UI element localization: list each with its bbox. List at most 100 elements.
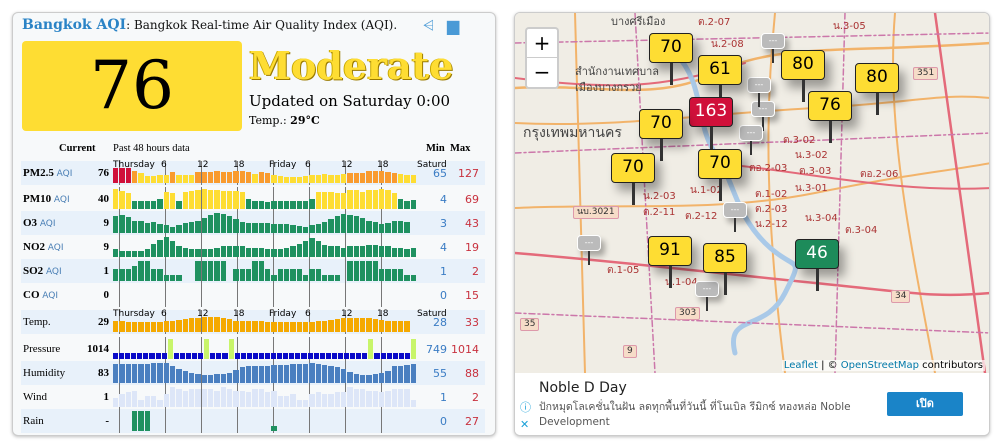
info-icon[interactable]: ⓘ bbox=[520, 401, 531, 414]
history-bar bbox=[227, 215, 233, 233]
hour-tick bbox=[309, 161, 310, 185]
hour-tick bbox=[345, 409, 346, 433]
history-bar bbox=[372, 190, 378, 209]
aqi-station-marker[interactable]: 70 bbox=[611, 153, 655, 205]
hour-tick bbox=[273, 235, 274, 259]
aqi-station-marker[interactable]: --- bbox=[739, 125, 763, 155]
history-bar bbox=[372, 170, 378, 183]
aqi-station-marker[interactable]: 163 bbox=[689, 97, 733, 149]
history-bar bbox=[391, 247, 397, 257]
aqi-station-marker[interactable]: --- bbox=[761, 33, 785, 63]
row-label: PM10 AQI bbox=[23, 193, 70, 207]
max-value: 15 bbox=[465, 289, 479, 302]
day-tick-label: Friday bbox=[269, 309, 297, 319]
close-icon[interactable]: ✕ bbox=[520, 418, 530, 431]
day-tick-label: 18 bbox=[377, 160, 389, 170]
history-bar bbox=[353, 215, 359, 233]
aqi-station-marker[interactable]: 61 bbox=[698, 55, 742, 107]
current-value: - bbox=[105, 415, 109, 427]
history-bar bbox=[404, 353, 410, 359]
osm-link[interactable]: OpenStreetMap bbox=[840, 360, 919, 371]
day-tick-label: Thursday bbox=[113, 309, 155, 319]
history-bar bbox=[258, 200, 264, 209]
history-bar bbox=[347, 387, 353, 407]
history-bar bbox=[322, 192, 328, 209]
history-bar bbox=[265, 353, 271, 359]
history-bar bbox=[201, 172, 207, 183]
history-bar bbox=[379, 268, 385, 281]
zoom-out-button[interactable]: − bbox=[533, 60, 551, 84]
history-bar bbox=[271, 248, 277, 257]
history-bar bbox=[296, 226, 302, 233]
current-value: 29 bbox=[98, 316, 109, 328]
aqi-station-marker[interactable]: --- bbox=[751, 101, 775, 131]
history-bar bbox=[208, 388, 214, 407]
aqi-station-marker[interactable]: --- bbox=[747, 77, 771, 107]
history-bar bbox=[325, 353, 331, 359]
history-bar bbox=[290, 394, 296, 407]
aqi-station-marker[interactable]: --- bbox=[723, 202, 747, 232]
history-bar bbox=[290, 200, 296, 209]
history-bar bbox=[201, 388, 207, 407]
aqi-station-marker[interactable]: 46 bbox=[795, 239, 839, 291]
history-bar bbox=[372, 221, 378, 233]
aqi-station-marker[interactable]: 91 bbox=[648, 236, 692, 288]
history-bar bbox=[214, 190, 220, 209]
min-value: 749 bbox=[426, 343, 447, 356]
history-bar bbox=[252, 222, 258, 233]
brand-link[interactable]: Bangkok AQI bbox=[22, 17, 127, 33]
history-bar bbox=[138, 261, 144, 281]
day-tick-label: 6 bbox=[305, 309, 311, 319]
current-value: 83 bbox=[98, 367, 109, 379]
history-bar bbox=[271, 353, 277, 359]
current-value: 0 bbox=[103, 289, 110, 301]
history-bar bbox=[258, 321, 264, 332]
history-bar bbox=[157, 175, 163, 183]
row-label: SO2 AQI bbox=[23, 265, 62, 279]
history-bar bbox=[353, 388, 359, 407]
aqi-station-marker[interactable]: 76 bbox=[808, 91, 852, 143]
map[interactable]: + − บางศรีเมือง สำนักงานเทศบาล เมืองบางก… bbox=[515, 13, 989, 373]
history-bar bbox=[233, 320, 239, 332]
history-bar bbox=[113, 364, 119, 383]
history-bar bbox=[353, 374, 359, 383]
ad-title[interactable]: Noble D Day bbox=[539, 380, 627, 396]
history-bar bbox=[176, 368, 182, 383]
hour-tick bbox=[201, 211, 202, 235]
aqi-station-marker[interactable]: --- bbox=[695, 281, 719, 311]
table-row: PM2.5 AQI 76 65 127 bbox=[21, 161, 485, 185]
share-icon[interactable]: ⩤ bbox=[423, 18, 435, 34]
leaflet-link[interactable]: Leaflet bbox=[783, 360, 818, 371]
history-bar bbox=[113, 321, 119, 332]
history-bar bbox=[138, 399, 144, 407]
history-bar bbox=[201, 189, 207, 209]
zoom-in-button[interactable]: + bbox=[527, 29, 557, 58]
max-value: 2 bbox=[472, 265, 479, 278]
pollutant-name: Rain bbox=[23, 415, 44, 427]
history-bar bbox=[189, 388, 195, 407]
history-bar bbox=[258, 353, 264, 359]
current-value: 1 bbox=[103, 265, 110, 277]
ad-banner[interactable]: ⓘ ✕ Noble D Day ปักหมุดโลเคชั่นในฝัน ลดท… bbox=[515, 373, 989, 435]
aqi-station-marker[interactable]: 85 bbox=[703, 243, 747, 295]
current-value: 76 bbox=[98, 167, 109, 179]
aqi-station-marker[interactable]: 80 bbox=[855, 63, 899, 115]
aqi-station-marker[interactable]: 70 bbox=[649, 33, 693, 85]
route-shield: 9 bbox=[623, 345, 637, 358]
chat-icon[interactable]: ▆ bbox=[447, 16, 460, 35]
history-bar bbox=[368, 339, 374, 359]
history-bar bbox=[391, 268, 397, 281]
history-bar bbox=[296, 243, 302, 257]
history-bar bbox=[271, 390, 277, 407]
aqi-station-marker[interactable]: 70 bbox=[639, 109, 683, 161]
history-bar bbox=[132, 321, 138, 332]
aqi-station-marker[interactable]: --- bbox=[577, 235, 601, 265]
hour-tick bbox=[309, 187, 310, 211]
history-bar bbox=[309, 394, 315, 407]
ad-open-button[interactable]: เปิด bbox=[887, 392, 963, 416]
history-bar bbox=[341, 213, 347, 233]
history-bar bbox=[385, 320, 391, 332]
aqi-station-marker[interactable]: 80 bbox=[781, 50, 825, 102]
history-bar bbox=[144, 200, 150, 209]
aqi-station-marker[interactable]: 70 bbox=[698, 149, 742, 201]
